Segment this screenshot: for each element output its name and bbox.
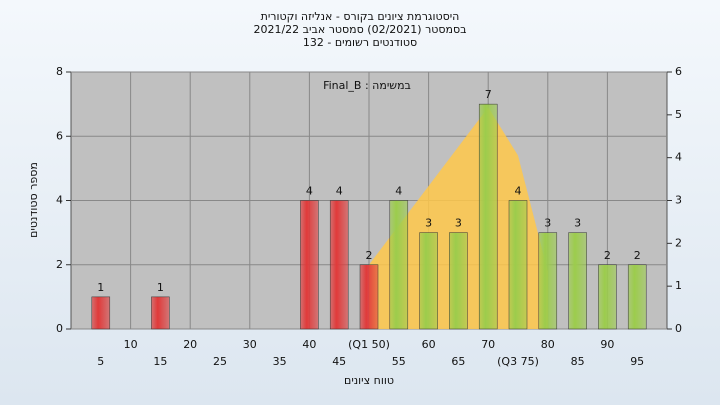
value-label: 3 <box>425 217 432 230</box>
value-label: 3 <box>574 217 581 230</box>
bar <box>538 232 558 330</box>
bar <box>329 200 349 330</box>
x-tick-label: 90 <box>600 338 614 351</box>
bar <box>598 264 617 330</box>
y2-tick-label: 3 <box>675 194 682 207</box>
y2-tick-label: 1 <box>675 279 682 292</box>
x-tick-label: 10 <box>124 338 138 351</box>
bar <box>449 232 468 330</box>
bar <box>91 296 111 330</box>
annotation: Final_B : במשימה <box>323 79 411 92</box>
chart-subtitle: סטודנטים רשומים - 132 <box>303 36 417 49</box>
value-label: 2 <box>634 249 641 262</box>
y2-tick-label: 6 <box>675 65 682 78</box>
chart-title: היסטוגרמת ציונים בקורס - אנליזה וקטורית <box>261 10 460 23</box>
y2-tick-label: 5 <box>675 108 682 121</box>
x-tick-label: 30 <box>243 338 257 351</box>
x-axis-label: טווח ציונים <box>344 374 394 387</box>
y2-tick-label: 4 <box>675 151 682 164</box>
y-tick-label: 2 <box>56 258 63 271</box>
x-tick-label: 65 <box>451 355 465 368</box>
bar <box>151 296 170 330</box>
bar <box>508 200 528 330</box>
value-label: 4 <box>336 185 343 198</box>
x-tick-label: 85 <box>571 355 585 368</box>
x-tick-label: 20 <box>183 338 197 351</box>
y-tick-label: 0 <box>56 322 63 335</box>
y2-tick-label: 2 <box>675 236 682 249</box>
value-label: 1 <box>97 281 104 294</box>
y-tick-label: 6 <box>56 129 63 142</box>
value-label: 7 <box>485 88 492 101</box>
bar <box>627 264 647 330</box>
bar <box>419 232 438 330</box>
x-tick-label: (Q3 75) <box>497 355 539 368</box>
bar <box>478 103 498 330</box>
x-tick-label: 40 <box>302 338 316 351</box>
y2-tick-label: 0 <box>675 322 682 335</box>
value-label: 4 <box>306 185 313 198</box>
bar <box>389 200 409 330</box>
value-label: 3 <box>544 217 551 230</box>
x-tick-label: 15 <box>153 355 167 368</box>
y-tick-label: 8 <box>56 65 63 78</box>
x-tick-label: 45 <box>332 355 346 368</box>
value-label: 2 <box>604 249 611 262</box>
x-tick-label: 70 <box>481 338 495 351</box>
y-tick-label: 4 <box>56 194 63 207</box>
bar <box>300 200 319 330</box>
x-tick-label: 25 <box>213 355 227 368</box>
quartile-area <box>369 107 548 330</box>
bar <box>359 264 379 330</box>
bar <box>568 232 587 330</box>
value-label: 4 <box>395 185 402 198</box>
value-label: 4 <box>515 185 522 198</box>
value-label: 2 <box>366 249 373 262</box>
x-tick-label: 5 <box>97 355 104 368</box>
x-tick-label: (Q1 50) <box>348 338 390 351</box>
y-axis-label: מספר סטודנטים <box>27 162 40 238</box>
x-tick-label: 80 <box>541 338 555 351</box>
x-tick-label: 35 <box>273 355 287 368</box>
x-tick-label: 55 <box>392 355 406 368</box>
chart-subtitle: בסמסטר (02/2021) סמסטר אביב 2021/22 <box>253 23 466 36</box>
value-label: 1 <box>157 281 164 294</box>
x-tick-label: 95 <box>630 355 644 368</box>
value-label: 3 <box>455 217 462 230</box>
x-tick-label: 60 <box>422 338 436 351</box>
